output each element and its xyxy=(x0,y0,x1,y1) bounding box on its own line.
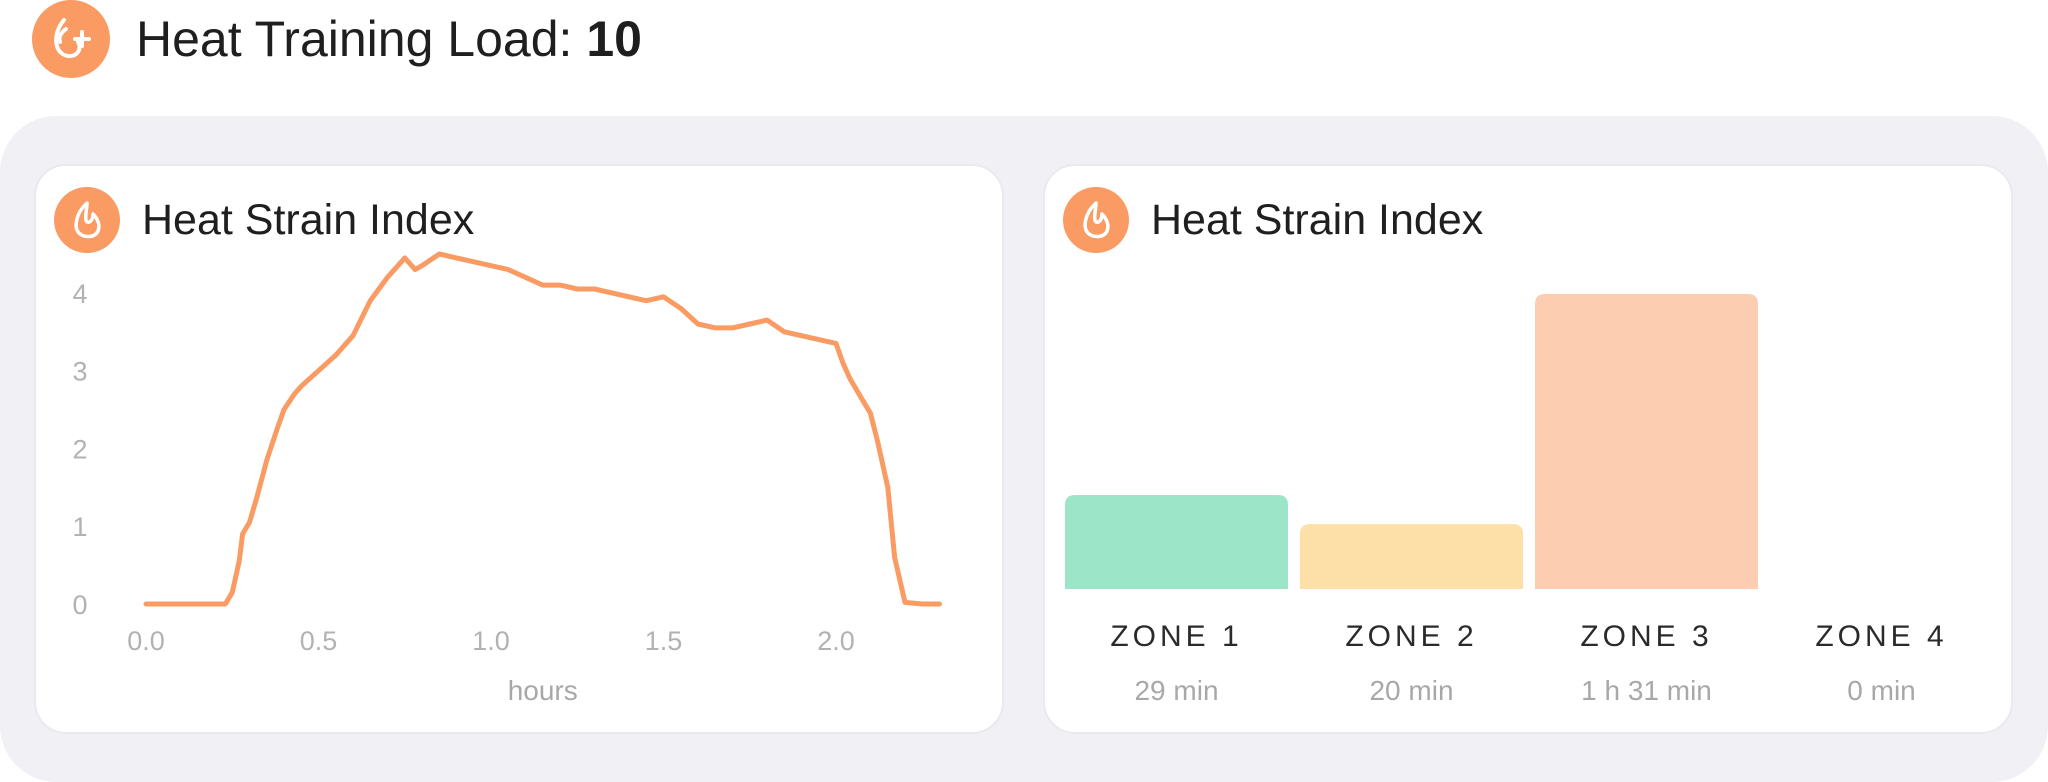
flame-icon xyxy=(54,187,120,253)
line-chart: 0 1 2 3 4 0.0 0.5 1.0 1.5 2.0 hours xyxy=(72,251,942,706)
training-load-label: Heat Training Load: xyxy=(136,11,573,67)
zone-duration: 20 min xyxy=(1369,675,1453,706)
bar-chart-card: Heat Strain Index ZONE 1 29 min ZONE 2 20 m… xyxy=(1043,164,2013,734)
x-tick-label: 0.0 xyxy=(127,626,165,656)
x-tick-label: 1.0 xyxy=(472,626,510,656)
flame-icon xyxy=(1063,187,1129,253)
zone-duration: 1 h 31 min xyxy=(1581,675,1712,706)
y-tick-label: 1 xyxy=(72,512,87,542)
page-title: Heat Training Load: 10 xyxy=(136,10,642,68)
flame-plus-icon xyxy=(32,0,110,78)
line-chart-card: Heat Strain Index 0 1 2 3 4 0.0 0.5 1.0 1.5 2.0 ho… xyxy=(34,164,1004,734)
line-chart-header: Heat Strain Index xyxy=(54,186,474,254)
zone-bar xyxy=(1300,524,1523,589)
training-load-value: 10 xyxy=(586,11,642,67)
zone-label: ZONE 1 xyxy=(1110,620,1242,653)
bar-chart: ZONE 1 29 min ZONE 2 20 min ZONE 3 1 h 31 min… xyxy=(1065,294,1947,706)
x-axis-title: hours xyxy=(508,675,578,706)
card-title: Heat Strain Index xyxy=(1151,195,1484,244)
y-tick-label: 2 xyxy=(72,434,87,464)
zone-label: ZONE 2 xyxy=(1345,620,1477,653)
series-line xyxy=(143,251,942,607)
zone-bar xyxy=(1535,294,1758,589)
y-tick-label: 4 xyxy=(72,279,87,309)
zone-duration: 29 min xyxy=(1134,675,1218,706)
header: Heat Training Load: 10 xyxy=(32,0,642,78)
x-tick-label: 2.0 xyxy=(817,626,855,656)
zone-label: ZONE 4 xyxy=(1815,620,1947,653)
card-title: Heat Strain Index xyxy=(142,195,475,244)
bar-chart-header: Heat Strain Index xyxy=(1063,186,1483,254)
y-tick-label: 3 xyxy=(72,357,87,387)
x-tick-label: 0.5 xyxy=(300,626,338,656)
y-tick-label: 0 xyxy=(72,590,87,620)
x-tick-label: 1.5 xyxy=(645,626,683,656)
zone-bar xyxy=(1065,494,1288,589)
zone-duration: 0 min xyxy=(1847,675,1915,706)
zone-label: ZONE 3 xyxy=(1580,620,1712,653)
